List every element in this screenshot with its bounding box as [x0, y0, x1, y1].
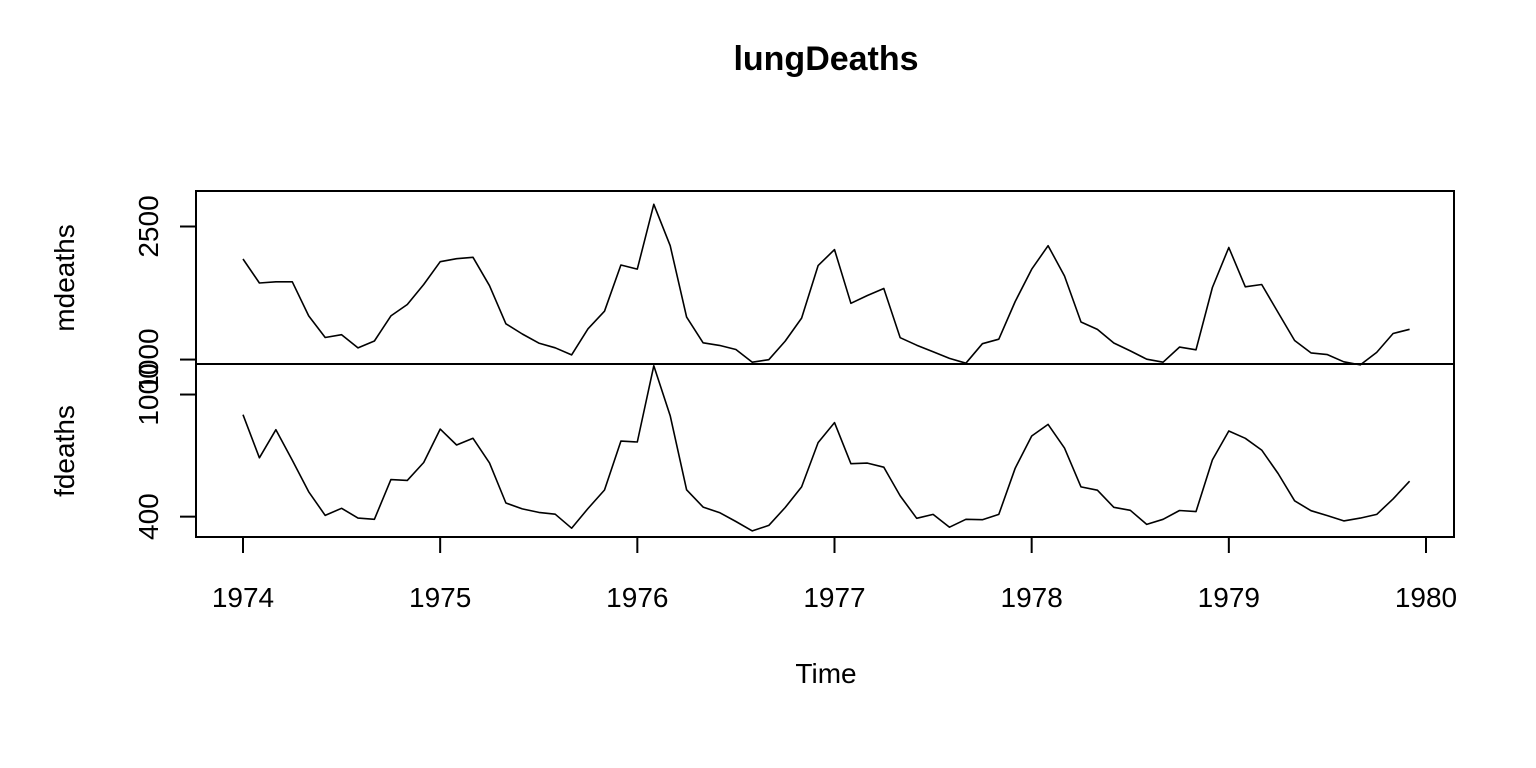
y-tick-label-fdeaths-1000: 1000 [133, 363, 164, 425]
y-tick-label-mdeaths-2500: 2500 [133, 195, 164, 257]
y-tick-label-fdeaths-400: 400 [133, 493, 164, 540]
panel-fdeaths-frame [195, 363, 1455, 538]
series-line-mdeaths [242, 203, 1410, 366]
x-tick-label-1976: 1976 [606, 582, 668, 613]
x-tick-label-1975: 1975 [409, 582, 471, 613]
x-tick-label-1980: 1980 [1395, 582, 1457, 613]
chart-title: lungDeaths [733, 40, 918, 78]
y-axis-mdeaths: 1000 2500 [133, 195, 196, 391]
panel-fdeaths: 400 1000 fdeaths [49, 363, 1455, 540]
y-axis-label-fdeaths: fdeaths [49, 405, 80, 497]
x-axis: 1974 1975 1976 1977 1978 1979 1980 [212, 536, 1457, 613]
x-tick-label-1979: 1979 [1198, 582, 1260, 613]
y-axis-fdeaths: 400 1000 [133, 363, 196, 540]
x-tick-label-1977: 1977 [803, 582, 865, 613]
x-tick-label-1978: 1978 [1001, 582, 1063, 613]
panel-mdeaths: 1000 2500 mdeaths [49, 190, 1455, 391]
series-line-fdeaths [242, 364, 1411, 532]
y-tick-label-mdeaths-1000: 1000 [133, 328, 164, 390]
panel-mdeaths-frame [195, 190, 1455, 365]
x-tick-label-1974: 1974 [212, 582, 274, 613]
x-axis-label: Time [795, 658, 856, 689]
y-axis-label-mdeaths: mdeaths [49, 224, 80, 331]
